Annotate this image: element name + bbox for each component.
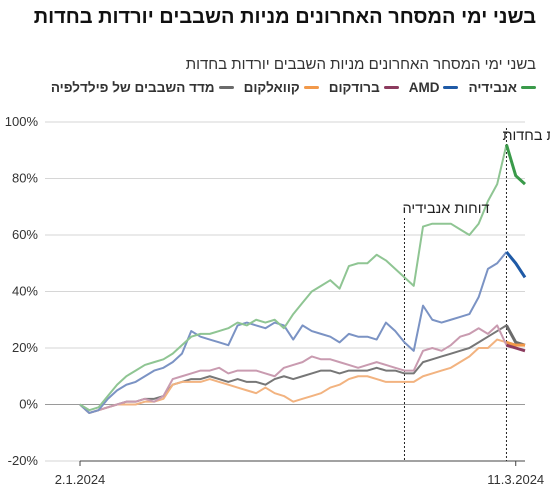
series-line-recent: [505, 250, 527, 279]
legend-label: קוואלקום: [243, 80, 300, 95]
series-line: [79, 324, 507, 414]
chart-legend: אנבידיה AMD ברודקום קוואלקום מדד השבבים של פ…: [6, 80, 536, 95]
y-tick-label: 80%: [12, 171, 38, 186]
series-line-recent: [505, 144, 527, 186]
chart-subtitle: בשני ימי המסחר האחרונים מניות השבבים יור…: [185, 56, 536, 73]
legend-item: מדד השבבים של פילדלפיה: [51, 80, 234, 95]
legend-swatch: [303, 86, 319, 89]
chart-title: בשני ימי המסחר האחרונים מניות השבבים יור…: [33, 6, 536, 28]
legend-item: קוואלקום: [244, 80, 319, 95]
legend-label: אנבידיה: [468, 80, 517, 95]
legend-label: ברודקום: [328, 80, 380, 95]
series-line: [79, 251, 508, 414]
y-tick-label: -20%: [8, 453, 39, 468]
annotation-label: דוחות אנבידיה: [402, 201, 489, 217]
annotation-label: אחרי שזינקו לשיא: מניות השבבים יורדות בח…: [502, 127, 550, 144]
x-tick-label: 2.1.2024: [55, 472, 106, 487]
series-line-recent: [506, 343, 526, 353]
y-tick-label: 40%: [12, 284, 38, 299]
legend-swatch: [521, 86, 536, 89]
legend-label: AMD: [408, 80, 440, 95]
legend-label: מדד השבבים של פילדלפיה: [50, 80, 215, 95]
legend-item: AMD: [409, 80, 459, 95]
series-line-recent: [506, 340, 525, 347]
legend-item: ברודקום: [329, 80, 399, 95]
legend-swatch: [443, 86, 459, 89]
legend-swatch: [218, 86, 234, 89]
series-line: [79, 324, 508, 414]
y-tick-label: 60%: [12, 227, 38, 242]
y-tick-label: 0%: [19, 397, 38, 412]
legend-swatch: [383, 86, 399, 89]
x-tick-label: 11.3.2024: [487, 472, 544, 487]
series-line: [79, 144, 508, 412]
y-tick-label: 20%: [12, 340, 38, 355]
y-tick-label: 100%: [5, 114, 39, 129]
legend-item: אנבידיה: [468, 80, 536, 95]
